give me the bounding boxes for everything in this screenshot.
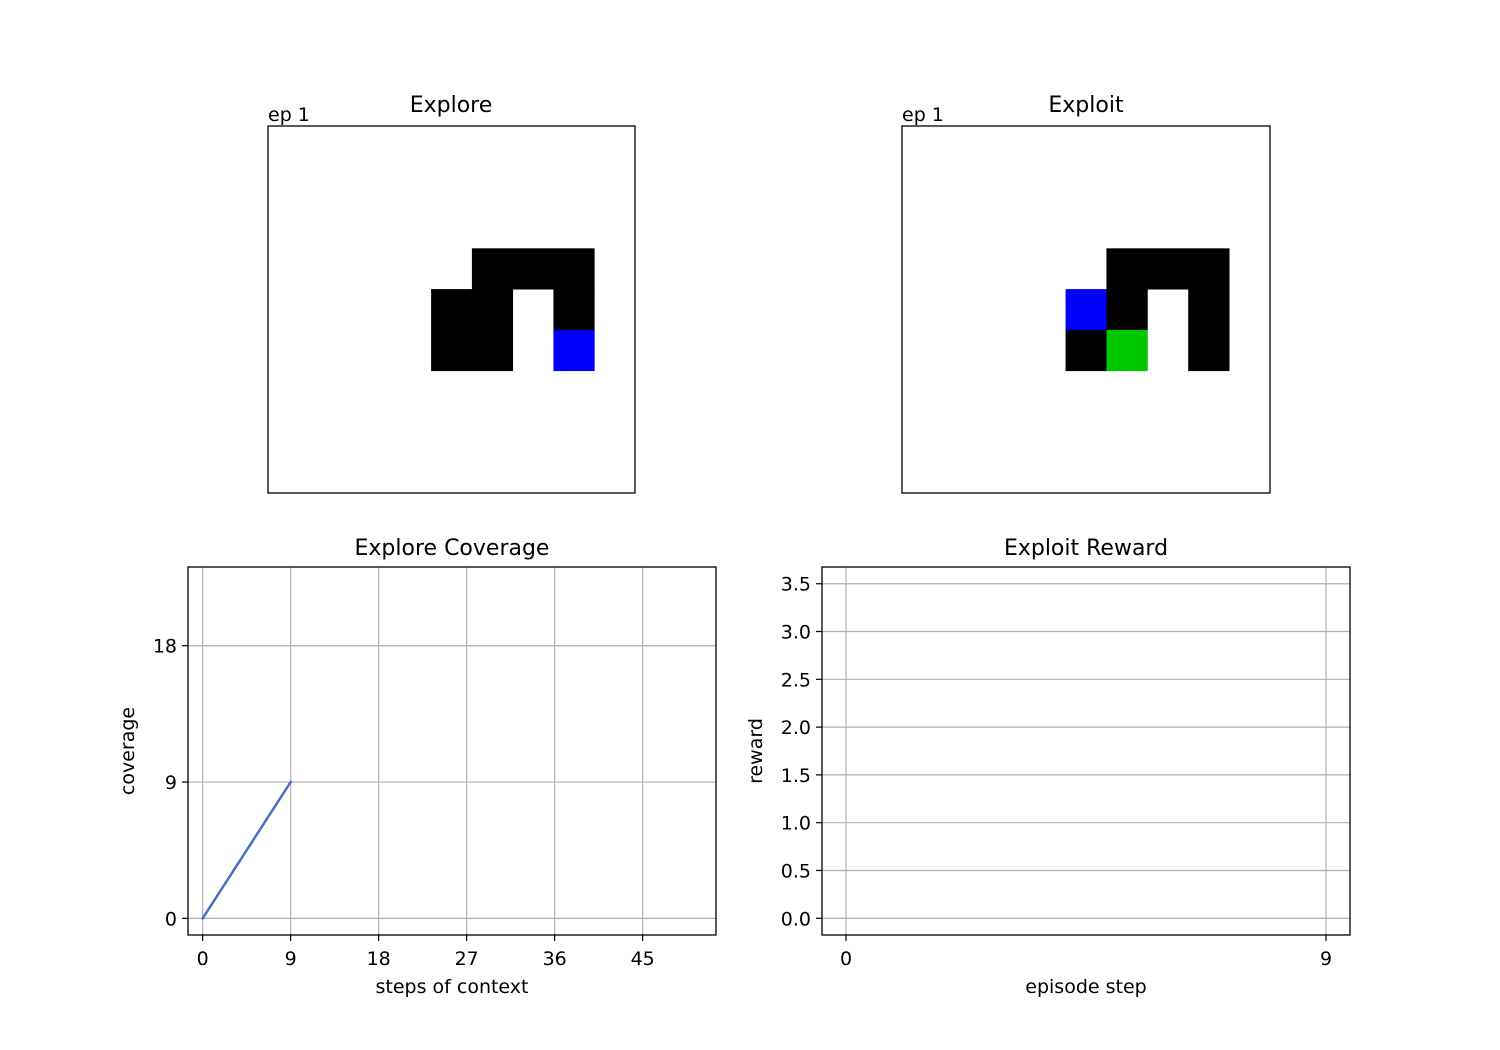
reward-axes-frame bbox=[821, 566, 1351, 936]
exploit-grid-cell-0 bbox=[1106, 248, 1148, 290]
explore-coverage-panel: Explore Coverage 0 9 18 27 36 45 0 9 18 steps of… bbox=[117, 536, 717, 998]
coverage-y-tick-label-2: 18 bbox=[153, 636, 177, 658]
reward-chart-title: Exploit Reward bbox=[1004, 536, 1168, 561]
reward-x-tick-label-1: 9 bbox=[1320, 948, 1332, 970]
coverage-x-tick-label-4: 36 bbox=[543, 948, 567, 970]
exploit-grid-frame bbox=[901, 125, 1271, 494]
coverage-x-tick-label-3: 27 bbox=[455, 948, 479, 970]
coverage-y-tick-label-1: 9 bbox=[165, 772, 177, 794]
coverage-ticks: 0 9 18 27 36 45 0 9 18 bbox=[153, 636, 655, 970]
reward-x-tick-label-0: 0 bbox=[840, 948, 852, 970]
reward-y-tick-label-4: 2.0 bbox=[781, 717, 811, 739]
exploit-grid-cell-6 bbox=[1065, 329, 1107, 372]
reward-y-tick-label-2: 1.0 bbox=[781, 813, 811, 835]
reward-y-axis-label: reward bbox=[745, 718, 767, 784]
explore-grid-cell-4 bbox=[471, 289, 514, 331]
explore-grid-cell-2 bbox=[553, 248, 595, 290]
exploit-grid-cell-3 bbox=[1065, 289, 1107, 331]
reward-y-tick-label-0: 0.0 bbox=[781, 908, 811, 930]
explore-grid-cell-3 bbox=[431, 289, 473, 331]
coverage-x-tick-label-5: 45 bbox=[631, 948, 655, 970]
coverage-chart-title: Explore Coverage bbox=[355, 536, 550, 561]
coverage-series-line-0 bbox=[200, 780, 293, 921]
coverage-axes-frame bbox=[187, 566, 717, 936]
exploit-grid-cell-8 bbox=[1188, 329, 1230, 372]
reward-y-tick-label-1: 0.5 bbox=[781, 860, 811, 882]
exploit-grid-cells bbox=[1065, 248, 1230, 372]
reward-x-axis-label: episode step bbox=[1025, 976, 1146, 998]
explore-grid-title: Explore bbox=[410, 93, 493, 118]
exploit-grid-title: Exploit bbox=[1048, 93, 1124, 118]
exploit-grid-panel: Exploit ep 1 bbox=[901, 93, 1271, 494]
explore-grid-cells bbox=[431, 248, 595, 372]
explore-episode-label: ep 1 bbox=[268, 104, 310, 126]
explore-grid-frame bbox=[267, 125, 636, 494]
coverage-x-tick-label-1: 9 bbox=[285, 948, 297, 970]
coverage-y-axis-label: coverage bbox=[117, 707, 139, 795]
coverage-x-tick-label-2: 18 bbox=[367, 948, 391, 970]
explore-grid-cell-7 bbox=[471, 329, 514, 372]
coverage-x-axis-label: steps of context bbox=[375, 976, 528, 998]
explore-grid-cell-6 bbox=[431, 329, 473, 372]
reward-y-tick-label-7: 3.5 bbox=[781, 574, 811, 596]
coverage-y-tick-label-0: 0 bbox=[165, 908, 177, 930]
reward-y-tick-label-3: 1.5 bbox=[781, 765, 811, 787]
reward-ticks: 0 9 0.0 0.5 1.0 1.5 2.0 2.5 3.0 3.5 bbox=[781, 574, 1332, 970]
reward-y-tick-label-5: 2.5 bbox=[781, 669, 811, 691]
explore-grid-cell-8 bbox=[553, 329, 595, 372]
explore-grid-cell-5 bbox=[553, 289, 595, 331]
exploit-grid-cell-4 bbox=[1106, 289, 1148, 331]
coverage-grid bbox=[188, 567, 716, 935]
explore-grid-panel: Explore ep 1 bbox=[267, 93, 636, 494]
exploit-grid-cell-7 bbox=[1106, 329, 1148, 372]
coverage-x-tick-label-0: 0 bbox=[197, 948, 209, 970]
exploit-grid-cell-5 bbox=[1188, 289, 1230, 331]
exploit-episode-label: ep 1 bbox=[902, 104, 944, 126]
exploit-reward-panel: Exploit Reward 0 9 0.0 0.5 1.0 1.5 2.0 2.5 3.0 3.… bbox=[745, 536, 1351, 998]
coverage-series bbox=[200, 780, 293, 921]
exploit-grid-cell-1 bbox=[1147, 248, 1189, 290]
reward-grid bbox=[822, 567, 1350, 935]
explore-grid-cell-0 bbox=[471, 248, 514, 290]
explore-grid-cell-1 bbox=[512, 248, 554, 290]
reward-y-tick-label-6: 3.0 bbox=[781, 622, 811, 644]
exploit-grid-cell-2 bbox=[1188, 248, 1230, 290]
